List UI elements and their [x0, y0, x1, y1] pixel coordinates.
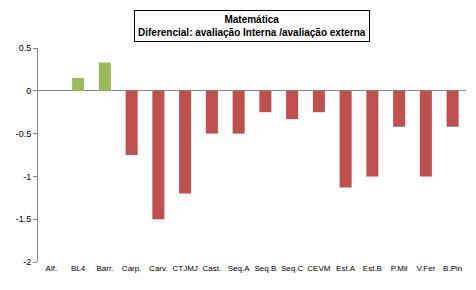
svg-text:-1: -1: [23, 172, 31, 182]
svg-text:MatemáticaDiferencial: avaliaç: MatemáticaDiferencial: avaliação Interna…: [138, 14, 366, 38]
svg-text:Alf.: Alf.: [46, 264, 58, 273]
svg-text:-2: -2: [23, 257, 31, 267]
svg-text:Cast.: Cast.: [203, 264, 222, 273]
svg-text:0.5: 0.5: [19, 43, 32, 53]
svg-text:BL4: BL4: [71, 264, 86, 273]
svg-text:Barr.: Barr.: [96, 264, 113, 273]
svg-text:P.Mil: P.Mil: [391, 264, 408, 273]
svg-text:-1.5: -1.5: [16, 214, 32, 224]
svg-text:Est.A: Est.A: [336, 264, 356, 273]
svg-text:Seq.C: Seq.C: [281, 264, 303, 273]
svg-text:0: 0: [26, 86, 31, 96]
svg-text:Seq.A: Seq.A: [228, 264, 250, 273]
svg-text:CTJMJ: CTJMJ: [172, 264, 197, 273]
svg-text:-0.5: -0.5: [16, 129, 32, 139]
svg-text:B.Pin: B.Pin: [443, 264, 462, 273]
svg-text:Carp.: Carp.: [122, 264, 142, 273]
svg-text:CEVM: CEVM: [307, 264, 330, 273]
svg-text:Est.B: Est.B: [363, 264, 382, 273]
svg-text:Carv.: Carv.: [149, 264, 168, 273]
svg-text:Seq.B: Seq.B: [254, 264, 276, 273]
svg-text:V.Fer: V.Fer: [416, 264, 435, 273]
